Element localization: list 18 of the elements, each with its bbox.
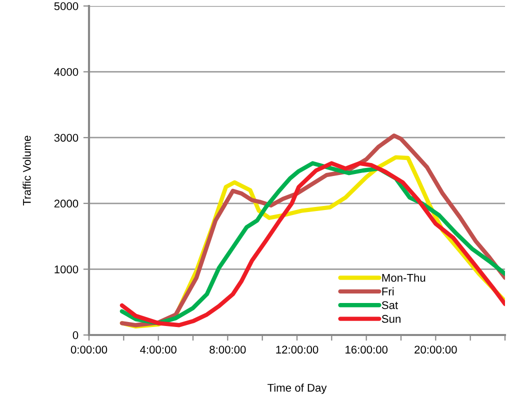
x-tick-label: 20:00:00 (414, 346, 457, 354)
x-tick-label: 4:00:00 (140, 346, 176, 354)
y-tick-label: 1000 (54, 265, 78, 274)
y-axis-title: Traffic Volume (22, 136, 31, 206)
legend-label: Fri (382, 287, 394, 296)
x-tick-label: 12:00:00 (276, 346, 318, 354)
y-tick-label: 4000 (54, 68, 78, 76)
x-tick-label: 8:00:00 (210, 346, 246, 354)
x-tick-label: 16:00:00 (346, 346, 388, 354)
legend-label: Mon-Thu (382, 274, 426, 282)
x-tick-label: 0:00:00 (70, 346, 108, 354)
y-tick-label: 3000 (54, 134, 78, 142)
y-tick-label: 2000 (54, 200, 78, 208)
y-tick-label: 0 (72, 331, 78, 340)
y-tick-label: 5000 (54, 2, 78, 10)
legend-label: Sun (382, 314, 400, 323)
legend-label: Sat (382, 301, 398, 310)
x-axis-title: Time of Day (268, 384, 327, 394)
